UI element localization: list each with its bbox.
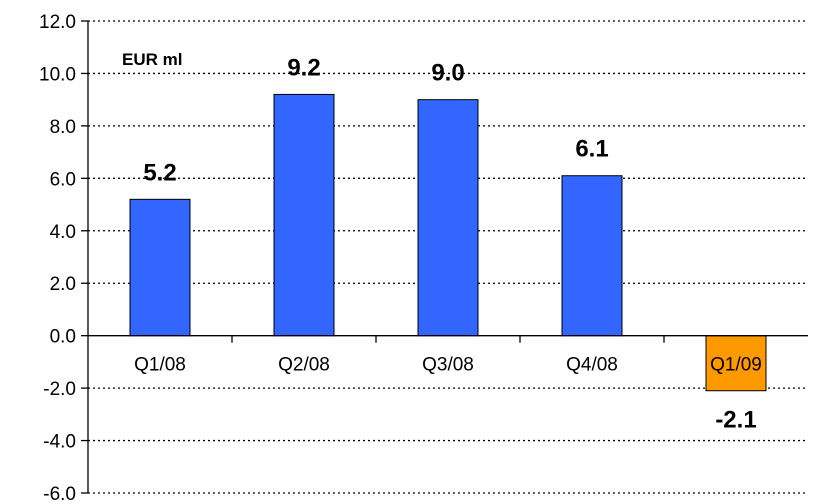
axes — [81, 20, 808, 494]
bar-q3-08 — [417, 99, 479, 337]
bar-q4-08 — [561, 175, 623, 337]
y-tick-label: -2.0 — [43, 379, 76, 400]
data-label: 6.1 — [575, 136, 608, 163]
y-tick-label: 0.0 — [50, 327, 76, 348]
y-tick-label: 12.0 — [39, 12, 76, 33]
category-label: Q2/08 — [278, 355, 330, 376]
category-labels: Q1/08 Q2/08 Q3/08 Q4/08 Q1/09 — [134, 355, 762, 376]
data-label: 5.2 — [143, 159, 176, 186]
y-tick-label: 8.0 — [50, 117, 76, 138]
y-tick-label: -6.0 — [43, 484, 76, 501]
data-labels: 5.2 9.2 9.0 6.1 -2.1 — [143, 54, 756, 433]
bars — [129, 93, 767, 392]
bar-q1-08 — [129, 198, 191, 337]
category-label: Q1/08 — [134, 355, 186, 376]
data-label: 9.2 — [287, 54, 320, 81]
y-tick-label: 6.0 — [50, 169, 76, 190]
y-tick-label: 10.0 — [39, 64, 76, 85]
y-tick-label: 4.0 — [50, 222, 76, 243]
bar-q2-08 — [273, 93, 335, 337]
y-tick-label: -4.0 — [43, 432, 76, 453]
category-label: Q1/09 — [710, 355, 762, 376]
category-label: Q4/08 — [566, 355, 618, 376]
y-tick-labels: -6.0 -4.0 -2.0 0.0 2.0 4.0 6.0 8.0 10.0 12.0 — [39, 12, 76, 501]
data-label: 9.0 — [431, 60, 464, 87]
bar-q1-09 — [705, 335, 767, 392]
y-tick-label: 2.0 — [50, 274, 76, 295]
category-label: Q3/08 — [422, 355, 474, 376]
unit-label: EUR ml — [122, 50, 182, 69]
data-label: -2.1 — [715, 407, 756, 434]
